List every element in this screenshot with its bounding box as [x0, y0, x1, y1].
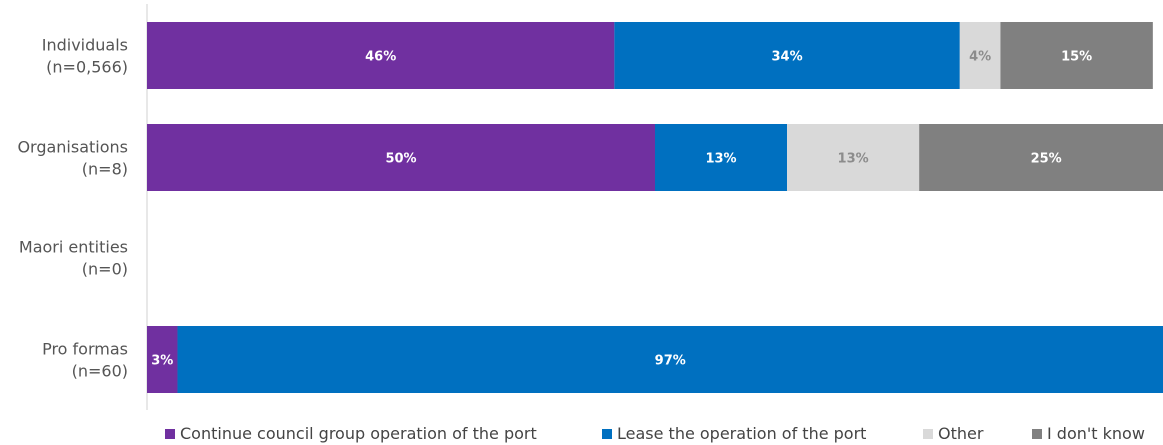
- segment-value-label: 50%: [385, 152, 416, 167]
- category-label-line: Organisations: [17, 138, 128, 157]
- segment-value-label: 13%: [838, 152, 869, 167]
- legend-label: Continue council group operation of the …: [180, 424, 537, 443]
- legend-label: Other: [938, 424, 984, 443]
- bar-segment: [177, 326, 1163, 393]
- segment-value-label: 3%: [151, 354, 173, 369]
- bar-segment: [655, 124, 788, 191]
- segment-value-label: 15%: [1061, 50, 1092, 65]
- legend-swatch: [602, 429, 612, 439]
- category-label-line: (n=0): [82, 260, 128, 279]
- segment-value-label: 97%: [655, 354, 686, 369]
- category-label-line: Individuals: [42, 36, 128, 55]
- bar-segment: [147, 22, 615, 89]
- bar-segment: [147, 326, 178, 393]
- bar-segment: [787, 124, 920, 191]
- legend-label: Lease the operation of the port: [617, 424, 866, 443]
- category-label-line: (n=60): [72, 362, 128, 381]
- segment-value-label: 13%: [705, 152, 736, 167]
- category-label-line: Maori entities: [19, 238, 128, 257]
- legend: Continue council group operation of the …: [165, 424, 1145, 443]
- segment-value-labels: 46%34%4%15%50%13%13%25%3%97%0: [151, 50, 1092, 369]
- bar-segment: [614, 22, 960, 89]
- legend-swatch: [1032, 429, 1042, 439]
- bar-segments: [147, 22, 1163, 393]
- segment-value-label: 34%: [772, 50, 803, 65]
- bar-segment: [959, 22, 1001, 89]
- legend-swatch: [923, 429, 933, 439]
- segment-value-label: 4%: [969, 50, 991, 65]
- legend-swatch: [165, 429, 175, 439]
- segment-value-label: 25%: [1031, 152, 1062, 167]
- category-label-line: Pro formas: [42, 340, 128, 359]
- segment-value-label: 46%: [365, 50, 396, 65]
- category-label-line: (n=8): [82, 160, 128, 179]
- bar-segment: [147, 124, 655, 191]
- category-labels: Individuals (n=0,566) Organisations (n=8) Ma…: [17, 36, 128, 381]
- legend-label: I don't know: [1047, 424, 1145, 443]
- bar-segment: [919, 124, 1163, 191]
- category-label-line: (n=0,566): [46, 58, 128, 77]
- bar-segment: [1000, 22, 1153, 89]
